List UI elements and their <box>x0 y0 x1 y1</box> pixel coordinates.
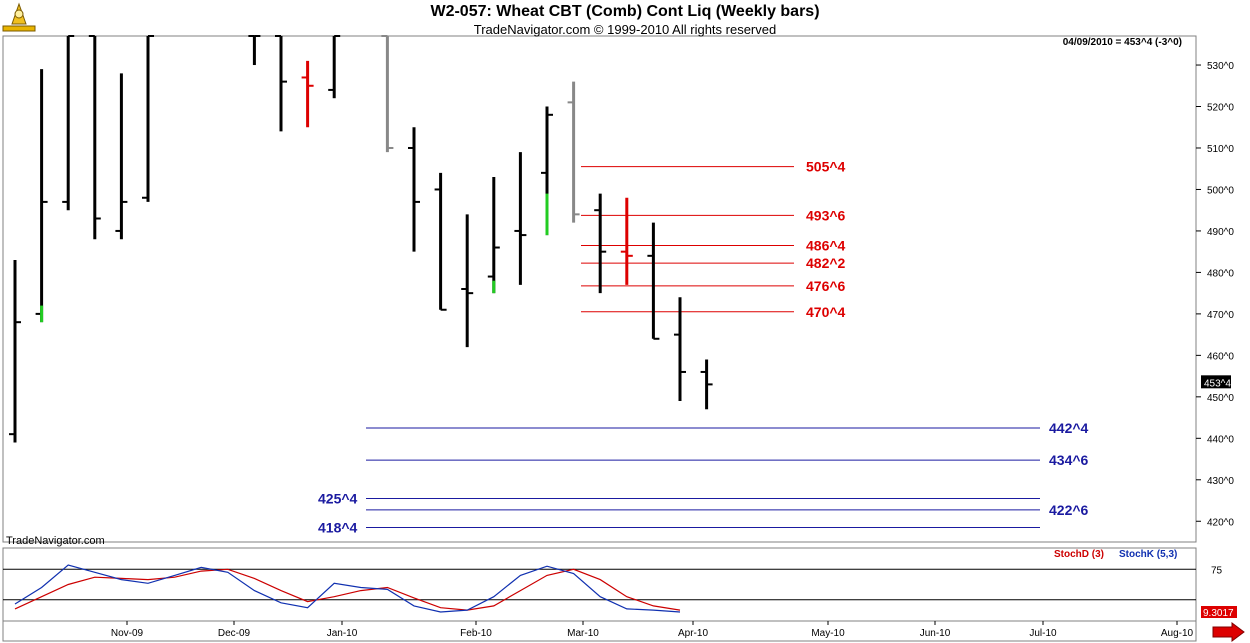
resistance-label: 486^4 <box>806 237 846 253</box>
y-tick-label: 510^0 <box>1207 144 1234 155</box>
support-label: 422^6 <box>1049 502 1089 518</box>
resistance-label: 482^2 <box>806 255 846 271</box>
resistance-label: 476^6 <box>806 278 846 294</box>
resistance-label: 505^4 <box>806 159 846 175</box>
watermark: TradeNavigator.com <box>6 535 105 547</box>
tradenavigator-logo-icon[interactable] <box>2 2 36 32</box>
x-axis-frame <box>2 620 1197 642</box>
y-tick-label: 490^0 <box>1207 227 1234 238</box>
scroll-right-arrow-icon[interactable] <box>1212 622 1245 642</box>
stoch-level-label: 75 <box>1211 565 1223 576</box>
x-tick-label: Mar-10 <box>567 628 599 639</box>
last-price-badge <box>1201 375 1231 389</box>
x-tick-label: Feb-10 <box>460 628 492 639</box>
y-tick-label: 420^0 <box>1207 517 1234 528</box>
y-tick-label: 470^0 <box>1207 310 1234 321</box>
resistance-label: 493^6 <box>806 207 846 223</box>
stochd-legend: StochD (3) <box>1054 549 1104 560</box>
y-tick-label: 500^0 <box>1207 185 1234 196</box>
y-tick-label: 460^0 <box>1207 351 1234 362</box>
y-tick-label: 530^0 <box>1207 61 1234 72</box>
support-label: 434^6 <box>1049 452 1089 468</box>
x-tick-label: Nov-09 <box>111 628 144 639</box>
stochk-legend: StochK (5,3) <box>1119 549 1178 560</box>
price-readout: 04/09/2010 = 453^4 (-3^0) <box>1062 37 1182 48</box>
stochd-line <box>14 568 681 611</box>
y-tick-label: 430^0 <box>1207 476 1234 487</box>
stoch-value-label: 9.3017 <box>1203 608 1234 619</box>
support-label: 425^4 <box>318 490 358 506</box>
stochastic-panel-frame <box>2 547 1197 622</box>
x-tick-label: May-10 <box>811 628 845 639</box>
chart-title: W2-057: Wheat CBT (Comb) Cont Liq (Weekl… <box>430 3 820 20</box>
support-label: 418^4 <box>318 519 358 535</box>
chart-subtitle: TradeNavigator.com © 1999-2010 All right… <box>473 22 777 37</box>
y-tick-label: 440^0 <box>1207 434 1234 445</box>
x-tick-label: Jan-10 <box>327 628 358 639</box>
stoch-value-badge <box>1201 606 1237 618</box>
y-tick-label: 480^0 <box>1207 268 1234 279</box>
support-label: 442^4 <box>1049 420 1089 436</box>
x-tick-label: Jun-10 <box>920 628 951 639</box>
x-tick-label: Dec-09 <box>218 628 251 639</box>
last-price-label: 453^4 <box>1204 378 1231 389</box>
stochk-line <box>14 564 681 613</box>
y-tick-label: 450^0 <box>1207 393 1234 404</box>
x-tick-label: Aug-10 <box>1161 628 1194 639</box>
resistance-label: 470^4 <box>806 304 846 320</box>
x-tick-label: Jul-10 <box>1029 628 1057 639</box>
x-tick-label: Apr-10 <box>678 628 708 639</box>
y-tick-label: 520^0 <box>1207 103 1234 114</box>
